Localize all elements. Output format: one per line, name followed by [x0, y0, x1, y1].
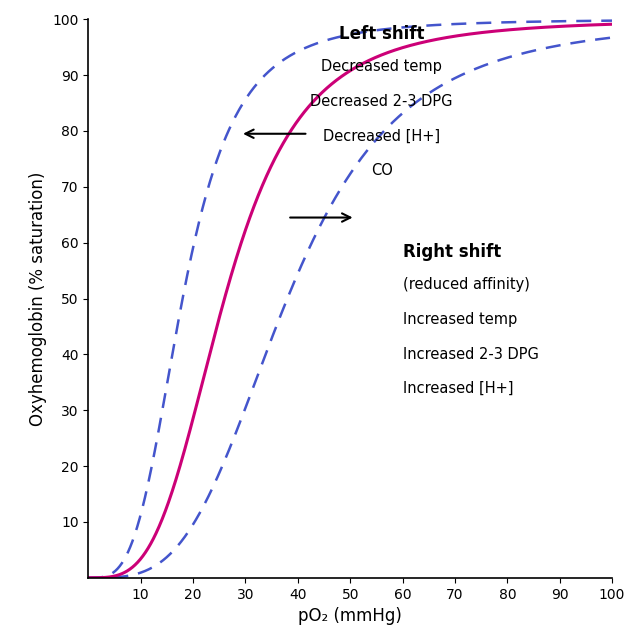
Text: Decreased [H+]: Decreased [H+]	[323, 129, 440, 144]
Y-axis label: Oxyhemoglobin (% saturation): Oxyhemoglobin (% saturation)	[28, 171, 47, 426]
Text: Right shift: Right shift	[403, 243, 501, 261]
X-axis label: pO₂ (mmHg): pO₂ (mmHg)	[298, 607, 402, 625]
Text: Decreased 2-3 DPG: Decreased 2-3 DPG	[310, 94, 453, 109]
Text: Increased [H+]: Increased [H+]	[403, 381, 513, 396]
Text: (reduced affinity): (reduced affinity)	[403, 277, 529, 292]
Text: CO: CO	[370, 163, 392, 178]
Text: Increased temp: Increased temp	[403, 312, 517, 327]
Text: Decreased temp: Decreased temp	[321, 60, 442, 74]
Text: Left shift: Left shift	[339, 25, 425, 43]
Text: Increased 2-3 DPG: Increased 2-3 DPG	[403, 347, 538, 361]
